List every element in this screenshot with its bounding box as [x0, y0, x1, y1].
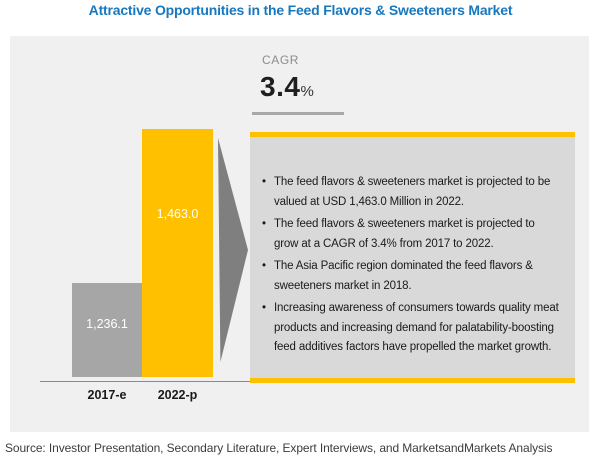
cagr-value: 3.4% [260, 71, 314, 103]
x-axis-label-2022: 2022-p [157, 388, 198, 402]
bar-2017-e: 1,236.1 [72, 283, 142, 377]
page-title: Attractive Opportunities in the Feed Fla… [88, 2, 513, 18]
insight-bullet: The feed flavors & sweeteners market is … [262, 173, 561, 212]
insight-bullet: The Asia Pacific region dominated the fe… [262, 257, 561, 296]
insights-list: The feed flavors & sweeteners market is … [250, 137, 575, 358]
insight-bullet: The feed flavors & sweeteners market is … [262, 215, 561, 254]
cagr-percent-sign: % [300, 83, 315, 100]
cagr-underline [252, 112, 344, 115]
cagr-label: CAGR [262, 53, 300, 67]
cagr-number: 3.4 [260, 71, 301, 102]
bar-2022-value-label: 1,463.0 [156, 207, 199, 221]
insight-bullet: Increasing awareness of consumers toward… [262, 299, 561, 358]
x-axis-label-2017: 2017-e [87, 388, 127, 402]
bar-2022-p: 1,463.0 [142, 129, 213, 377]
x-axis-line [40, 381, 253, 382]
insights-box: The feed flavors & sweeteners market is … [250, 132, 575, 383]
bar-2017-value-label: 1,236.1 [86, 317, 128, 331]
source-note: Source: Investor Presentation, Secondary… [5, 441, 553, 455]
